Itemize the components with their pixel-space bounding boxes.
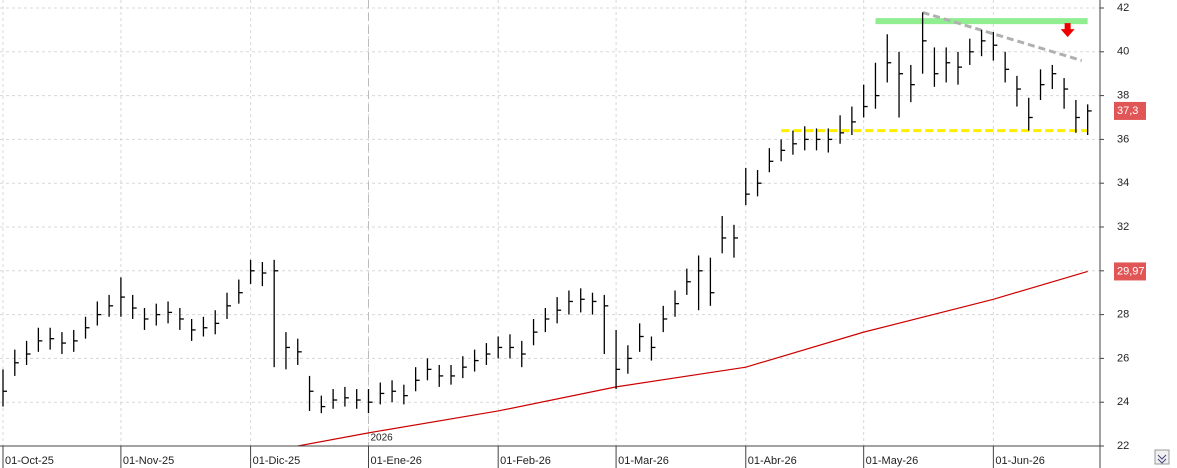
y-tick-label: 28 — [1117, 309, 1129, 321]
y-tick-label: 22 — [1117, 440, 1129, 452]
price-tag — [1114, 262, 1146, 281]
plot-area — [2, 0, 1092, 446]
y-tick-label: 40 — [1117, 46, 1129, 58]
y-tick-label: 26 — [1117, 352, 1129, 364]
x-tick-label: 01-Oct-25 — [5, 455, 54, 467]
price-tag-label: 29,97 — [1117, 265, 1145, 277]
price-tag-label: 37,3 — [1117, 105, 1138, 117]
y-tick-label: 36 — [1117, 133, 1129, 145]
x-tick-label: 01-Jun-26 — [995, 455, 1045, 467]
y-tick-label: 42 — [1117, 2, 1129, 14]
y-tick-label: 38 — [1117, 90, 1129, 102]
moving-average — [294, 270, 1088, 446]
year-label: 2026 — [370, 433, 393, 444]
axes: 222426283032343638404201-Oct-2501-Nov-25… — [0, 0, 1146, 468]
x-tick-label: 01-Abr-26 — [748, 455, 797, 467]
y-tick-label: 32 — [1117, 221, 1129, 233]
y-tick-label: 24 — [1117, 396, 1129, 408]
x-tick-label: 01-Ene-26 — [370, 455, 421, 467]
price-tag — [1114, 101, 1146, 120]
x-tick-label: 01-May-26 — [866, 455, 919, 467]
scroll-button[interactable] — [1154, 449, 1170, 465]
arrow — [1060, 23, 1075, 38]
x-tick-label: 01-Nov-25 — [123, 455, 174, 467]
x-tick-label: 01-Feb-26 — [500, 455, 551, 467]
trendline — [922, 10, 1083, 62]
scroll-icon — [1157, 454, 1167, 464]
x-tick-label: 01-Mar-26 — [618, 455, 669, 467]
x-tick-label: 01-Dic-25 — [253, 455, 301, 467]
y-tick-label: 34 — [1117, 177, 1129, 189]
